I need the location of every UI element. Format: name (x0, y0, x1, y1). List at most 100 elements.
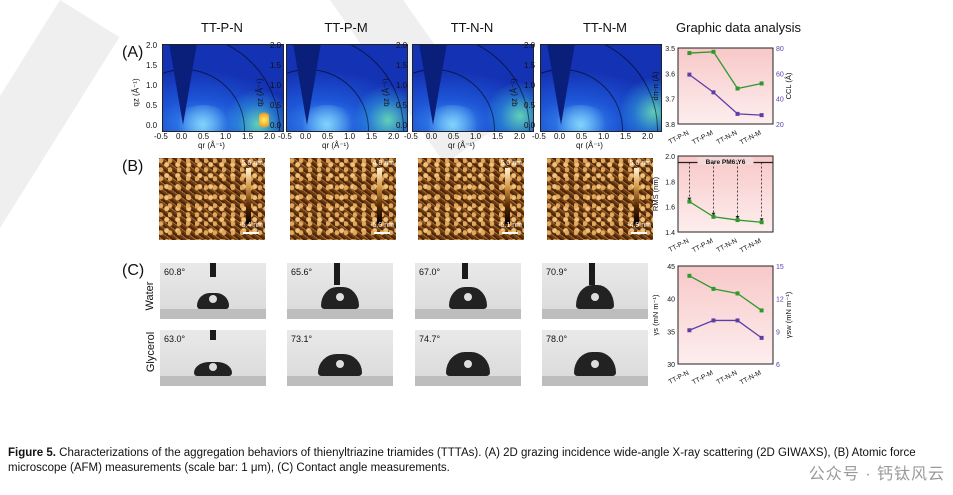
series-line (689, 201, 762, 223)
caption-bold: Figure 5. (8, 447, 56, 459)
data-point (711, 49, 716, 54)
series-line (689, 275, 762, 311)
category-label: TT-N-M (739, 129, 763, 146)
left-axis-label: RMS (nm) (651, 176, 660, 211)
giwaxs-x-tick: 0.0 (426, 132, 438, 141)
left-tick-label: 3.6 (665, 71, 675, 78)
category-label: TT-N-M (739, 369, 763, 386)
giwaxs-y-tick: 1.5 (146, 61, 158, 70)
giwaxs-x-tick: 0.0 (176, 132, 188, 141)
annotation-text: Bare PM6:Y6 (706, 159, 746, 166)
giwaxs-x-label: qr (Å⁻¹) (448, 141, 475, 150)
giwaxs-panel (286, 44, 408, 132)
data-point (759, 220, 764, 225)
series-line (689, 51, 762, 90)
left-tick-label: 1.4 (665, 230, 675, 237)
left-axis-label: γs (mN m⁻¹) (651, 294, 660, 336)
caption-text: Characterizations of the aggregation beh… (8, 447, 916, 474)
giwaxs-y-tick: 0.0 (396, 121, 408, 130)
giwaxs-x-tick: 1.0 (598, 132, 610, 141)
droplet-highlight (464, 293, 472, 302)
afm-min-label: -5.4 nm (239, 222, 263, 229)
syringe-needle (589, 263, 595, 285)
right-tick-label: 60 (776, 71, 784, 78)
data-point (759, 113, 764, 118)
giwaxs-x-tick: 1.0 (470, 132, 482, 141)
syringe-needle (210, 330, 216, 340)
afm-min-label: -4.9 nm (627, 222, 651, 229)
data-point (735, 111, 740, 116)
giwaxs-y-tick: 1.0 (524, 81, 536, 90)
contact-angle-panel: 63.0° (160, 330, 266, 386)
giwaxs-x-tick: 1.5 (242, 132, 254, 141)
substrate (160, 376, 266, 386)
droplet-highlight (209, 363, 217, 372)
giwaxs-x-tick: 2.0 (642, 132, 654, 141)
afm-scale-bar (243, 232, 259, 234)
beamstop-shadow (293, 45, 321, 125)
giwaxs-y-tick: 1.0 (146, 81, 158, 90)
category-label: TT-P-N (668, 370, 691, 387)
afm-image: 5.0 nm -5.1 nm (418, 158, 524, 240)
left-tick-label: 3.5 (665, 46, 675, 53)
giwaxs-x-tick: -0.5 (278, 132, 292, 141)
watermark-text: 公众号 · 钙钛风云 (808, 466, 945, 483)
afm-min-label: -5.0 nm (370, 222, 394, 229)
data-point (759, 81, 764, 86)
afm-scale-bar (374, 232, 390, 234)
contact-angle-value: 63.0° (164, 334, 186, 344)
data-point (759, 308, 764, 313)
contact-angle-panel: 65.6° (287, 263, 393, 319)
left-tick-label: 40 (667, 297, 675, 304)
contact-angle-panel: 67.0° (415, 263, 521, 319)
giwaxs-y-tick: 1.5 (396, 61, 408, 70)
right-axis-label: CCL (Å) (784, 72, 793, 99)
watermark-stroke (0, 0, 120, 436)
bright-peak (259, 111, 269, 129)
droplet-highlight (336, 293, 344, 302)
droplet-highlight (209, 295, 217, 304)
afm-color-bar (377, 168, 382, 224)
column-title: TT-P-M (324, 20, 368, 35)
series-line (689, 74, 762, 116)
category-label: TT-P-N (668, 130, 691, 146)
giwaxs-x-tick: 2.0 (264, 132, 276, 141)
water-label: Water (144, 281, 156, 311)
data-point (687, 273, 692, 278)
left-tick-label: 30 (667, 362, 675, 369)
substrate (415, 376, 521, 386)
giwaxs-y-label: qz (Å⁻¹) (509, 78, 519, 107)
data-point (687, 51, 692, 56)
beamstop-shadow (169, 45, 197, 125)
row-label-b: (B) (122, 158, 144, 175)
syringe-needle (334, 263, 340, 285)
giwaxs-x-tick: 1.0 (220, 132, 232, 141)
giwaxs-x-tick: 2.0 (388, 132, 400, 141)
column-title: TT-N-M (582, 20, 628, 35)
chart-rms: 2.0 1.8 1.6 1.4 RMS (nm) TT-P-N TT-P-M TT-N-N TT… (651, 154, 774, 255)
chart-d-spacing-ccl: 3.5 3.6 3.7 3.8 dπ-π (Å) 80 60 40 20 CCL (Å) TT-P-… (651, 46, 793, 146)
chart-surface-energy: 45 40 35 30 γs (mN m⁻¹) 15 12 9 6 γsw (mN m⁻¹) TT-… (651, 264, 793, 387)
syringe-needle (210, 263, 216, 277)
contact-angle-value: 73.1° (291, 334, 313, 344)
right-tick-label: 6 (776, 362, 780, 369)
arrow-head (711, 212, 716, 216)
giwaxs-y-tick: 1.0 (396, 81, 408, 90)
giwaxs-x-tick: 1.5 (620, 132, 632, 141)
substrate (160, 309, 266, 319)
afm-scale-bar (502, 232, 518, 234)
giwaxs-panel (540, 44, 662, 132)
row-label-a: (A) (122, 44, 144, 61)
afm-image: 5.6 nm -4.9 nm (547, 158, 653, 240)
category-label: TT-P-M (691, 129, 715, 146)
giwaxs-y-tick: 0.5 (270, 101, 282, 110)
arrow-head (759, 218, 764, 222)
left-tick-label: 3.7 (665, 97, 675, 104)
giwaxs-y-tick: 0.0 (146, 121, 158, 130)
left-axis-label: dπ-π (Å) (651, 71, 660, 101)
giwaxs-y-tick: 0.5 (396, 101, 408, 110)
beamstop-shadow (547, 45, 575, 125)
afm-color-bar (246, 168, 251, 224)
giwaxs-y-tick: 2.0 (270, 41, 282, 50)
giwaxs-y-label: qz (Å⁻¹) (381, 78, 391, 107)
